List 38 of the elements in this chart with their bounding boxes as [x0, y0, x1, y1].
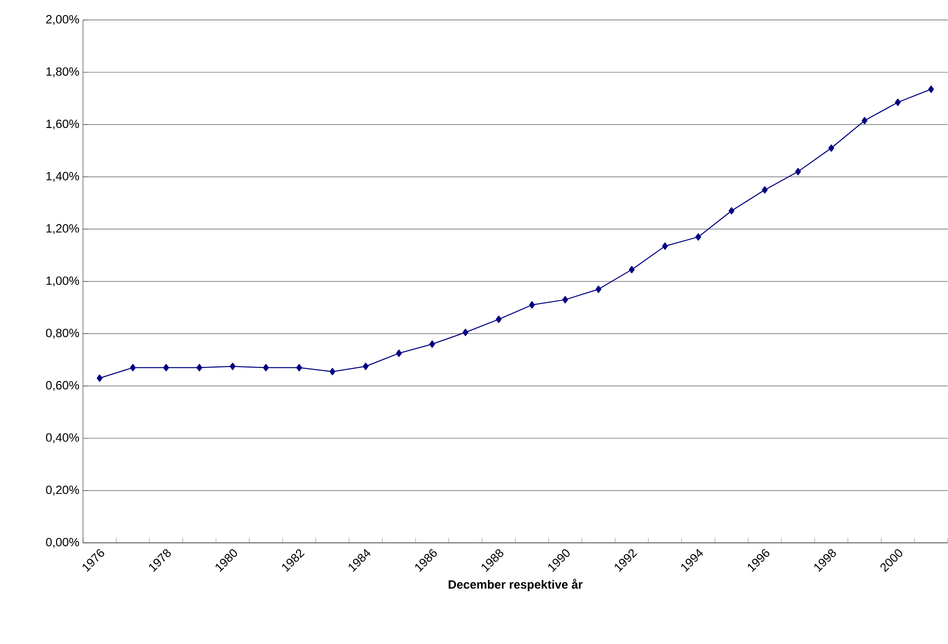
point — [795, 168, 801, 176]
point — [496, 316, 502, 324]
point — [230, 362, 236, 370]
point — [828, 144, 834, 152]
y-tick-label: 0,80% — [46, 328, 80, 339]
y-tick-label: 2,00% — [46, 15, 80, 26]
point — [96, 374, 103, 382]
point — [728, 207, 734, 215]
point — [330, 368, 336, 376]
point — [362, 362, 369, 370]
point — [263, 364, 269, 372]
y-tick-label: 1,60% — [46, 120, 80, 130]
point — [928, 86, 934, 94]
point — [196, 364, 202, 372]
y-tick-label: 0,40% — [46, 433, 80, 444]
point — [662, 242, 668, 250]
point — [296, 364, 302, 372]
point — [163, 364, 170, 372]
y-tick-label: 1,20% — [46, 224, 80, 234]
point — [695, 233, 702, 241]
point — [628, 266, 635, 274]
y-tick-label: 0,00% — [46, 538, 80, 548]
y-tick-label: 0,20% — [46, 486, 80, 496]
point — [862, 117, 868, 124]
point — [462, 328, 468, 336]
y-tick-label: 1,40% — [46, 172, 80, 182]
point — [396, 350, 402, 358]
x-axis-title: December respektive år — [448, 578, 583, 592]
point — [762, 186, 768, 194]
point — [562, 296, 568, 304]
point — [894, 98, 901, 106]
point — [429, 340, 436, 348]
point — [596, 286, 602, 294]
y-tick-label: 1,80% — [46, 67, 80, 78]
y-tick-label: 0,60% — [46, 381, 80, 392]
point — [130, 364, 136, 372]
y-tick-label: 1,00% — [46, 276, 80, 286]
point — [529, 301, 535, 309]
